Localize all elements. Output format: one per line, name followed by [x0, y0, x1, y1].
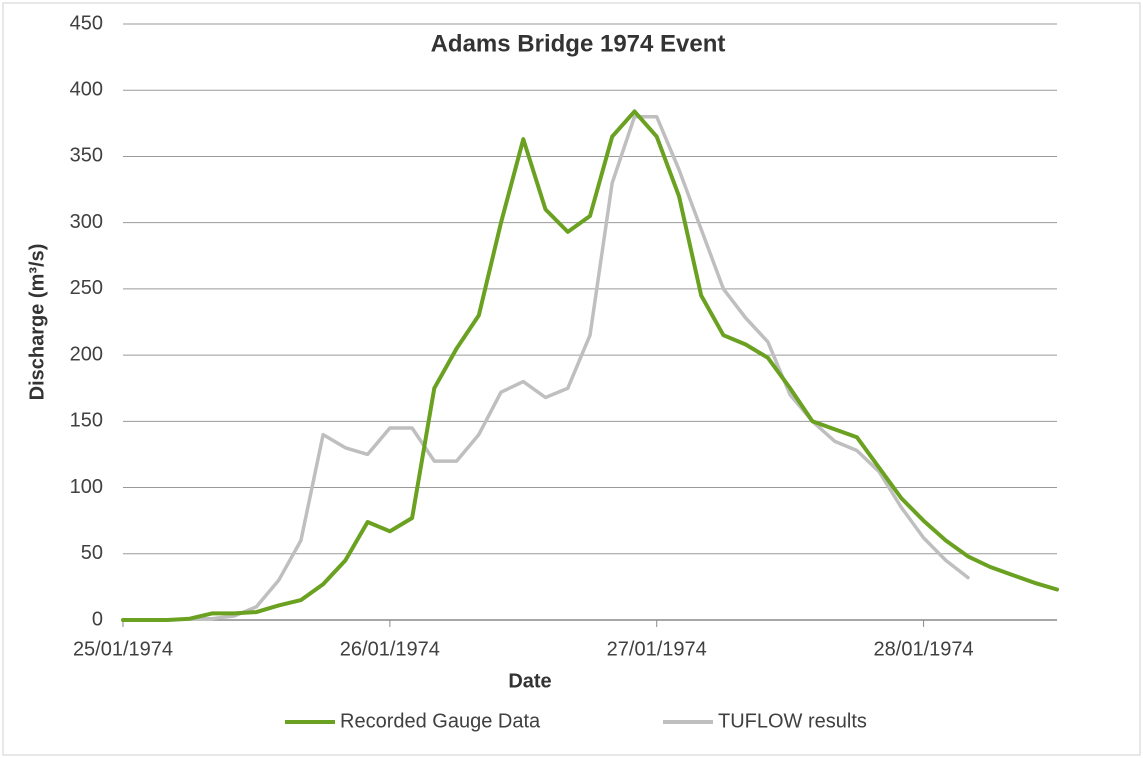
- y-axis-label: Discharge (m³/s): [26, 244, 48, 401]
- series-line: [121, 109, 1059, 622]
- x-axis-label: Date: [508, 670, 551, 692]
- y-tick-label: 0: [92, 608, 103, 630]
- legend-label: Recorded Gauge Data: [340, 710, 541, 732]
- x-tick-label: 25/01/1974: [73, 638, 173, 660]
- x-tick-label: 27/01/1974: [607, 638, 707, 660]
- y-tick-label: 200: [70, 343, 103, 365]
- y-tick-label: 250: [70, 277, 103, 299]
- x-tick-label: 26/01/1974: [340, 638, 440, 660]
- x-tick-label: 28/01/1974: [874, 638, 974, 660]
- chart-title: Adams Bridge 1974 Event: [431, 30, 726, 57]
- series-line: [187, 114, 970, 621]
- y-tick-label: 400: [70, 79, 103, 101]
- legend-label: TUFLOW results: [718, 710, 867, 732]
- y-tick-label: 50: [81, 542, 103, 564]
- y-tick-label: 150: [70, 410, 103, 432]
- y-tick-label: 300: [70, 211, 103, 233]
- y-tick-label: 350: [70, 145, 103, 167]
- y-tick-label: 450: [70, 12, 103, 34]
- y-tick-label: 100: [70, 476, 103, 498]
